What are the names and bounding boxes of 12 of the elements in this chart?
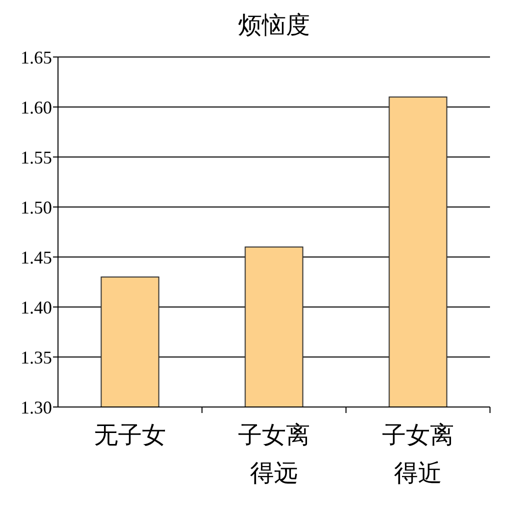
- y-tick-label: 1.30: [20, 397, 52, 418]
- y-tick-label: 1.60: [20, 97, 52, 118]
- x-tick-label: 无子女: [94, 422, 166, 449]
- y-tick-label: 1.50: [20, 197, 52, 218]
- y-tick-label: 1.65: [20, 47, 52, 68]
- y-tick-label: 1.55: [20, 147, 52, 168]
- x-tick-label: 子女离得近: [382, 422, 454, 487]
- y-tick-label: 1.35: [20, 347, 52, 368]
- y-tick-label: 1.40: [20, 297, 52, 318]
- chart-title: 烦恼度: [238, 12, 310, 39]
- y-tick-label: 1.45: [20, 247, 52, 268]
- x-tick-label: 子女离得远: [238, 422, 310, 487]
